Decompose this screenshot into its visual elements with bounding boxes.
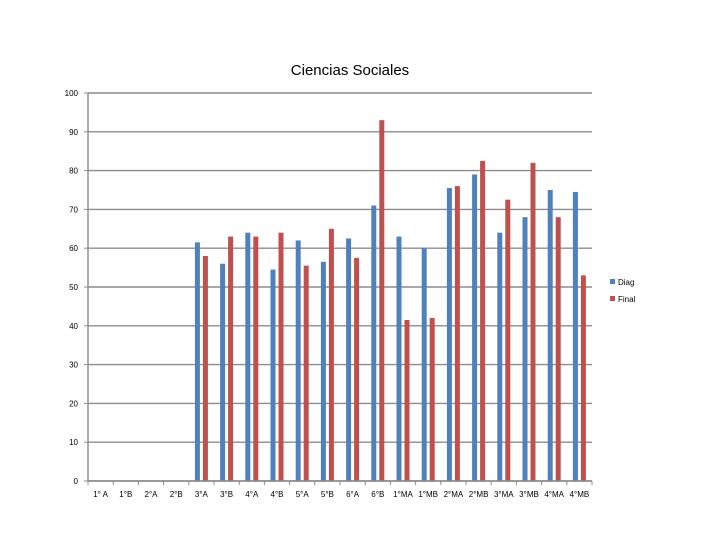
- bar-final: [530, 162, 536, 481]
- bar-final: [328, 228, 334, 481]
- bar-diag: [245, 232, 251, 481]
- bar-diag: [472, 174, 478, 482]
- bar-final: [480, 160, 486, 481]
- bar-final: [379, 120, 385, 481]
- y-tick-label: 10: [69, 438, 78, 447]
- bar-final: [580, 275, 586, 481]
- bar-diag: [396, 236, 402, 481]
- x-tick-label: 4°MB: [570, 490, 590, 499]
- legend-label-diag: Diag: [618, 278, 634, 287]
- y-tick-label: 0: [74, 477, 79, 486]
- bar-final: [505, 199, 511, 481]
- x-tick-label: 1° A: [93, 490, 108, 499]
- y-tick-label: 50: [69, 283, 78, 292]
- x-tick-label: 1°MB: [418, 490, 438, 499]
- bar-diag: [497, 232, 503, 481]
- bar-final: [253, 236, 259, 481]
- x-tick-label: 5°A: [296, 490, 310, 499]
- bar-diag: [421, 248, 427, 481]
- bar-diag: [446, 188, 452, 481]
- x-tick-label: 4°MA: [544, 490, 564, 499]
- bar-final: [278, 232, 284, 481]
- bar-final: [202, 255, 208, 481]
- bar-final: [354, 257, 360, 481]
- bar-final: [228, 236, 234, 481]
- bar-diag: [522, 217, 528, 481]
- bar-diag: [194, 242, 200, 481]
- x-tick-label: 3°MA: [494, 490, 514, 499]
- x-tick-label: 3°A: [195, 490, 209, 499]
- bar-final: [404, 319, 410, 481]
- x-tick-label: 1°B: [119, 490, 132, 499]
- x-axis: 1° A 1°B 2°A 2°B 3°A 3°B 4°A 4°B 5°A 5°B 6°A 6°B 1°M…: [87, 480, 593, 499]
- bar-final: [303, 265, 309, 481]
- x-tick-label: 2°A: [145, 490, 159, 499]
- legend: Diag Final: [610, 278, 636, 304]
- x-tick-label: 5°B: [321, 490, 334, 499]
- x-tick-label: 2°MA: [444, 490, 464, 499]
- y-tick-label: 20: [69, 399, 78, 408]
- bar-final: [454, 186, 460, 481]
- x-tick-label: 2°B: [170, 490, 183, 499]
- y-tick-label: 30: [69, 361, 78, 370]
- x-tick-label: 3°MB: [519, 490, 539, 499]
- bar-final: [429, 318, 435, 481]
- x-tick-label: 1°MA: [393, 490, 413, 499]
- y-tick-label: 60: [69, 244, 78, 253]
- x-tick-label: 4°A: [245, 490, 259, 499]
- x-tick-label: 3°B: [220, 490, 233, 499]
- bar-final: [555, 217, 561, 481]
- y-axis: 0 10 20 30 40 50 60 70 80 90 100: [65, 89, 89, 486]
- bar-diag: [270, 269, 276, 481]
- bar-diag: [371, 205, 377, 481]
- bar-diag: [320, 261, 326, 481]
- bars: [194, 120, 586, 482]
- legend-label-final: Final: [618, 295, 636, 304]
- y-tick-label: 40: [69, 322, 78, 331]
- bar-diag: [346, 238, 352, 481]
- legend-swatch-diag: [610, 279, 615, 284]
- x-tick-label: 4°B: [271, 490, 284, 499]
- chart-title: Ciencias Sociales: [291, 62, 409, 79]
- y-tick-label: 80: [69, 167, 78, 176]
- bar-diag: [220, 263, 226, 481]
- gridlines: [88, 92, 592, 482]
- y-tick-label: 100: [65, 89, 79, 98]
- y-tick-label: 90: [69, 128, 78, 137]
- bar-diag: [295, 240, 301, 481]
- bar-diag: [572, 191, 578, 481]
- x-tick-label: 6°A: [346, 490, 360, 499]
- bar-diag: [547, 190, 553, 481]
- x-tick-label: 6°B: [371, 490, 384, 499]
- legend-swatch-final: [610, 296, 615, 301]
- x-tick-label: 2°MB: [469, 490, 489, 499]
- y-tick-label: 70: [69, 205, 78, 214]
